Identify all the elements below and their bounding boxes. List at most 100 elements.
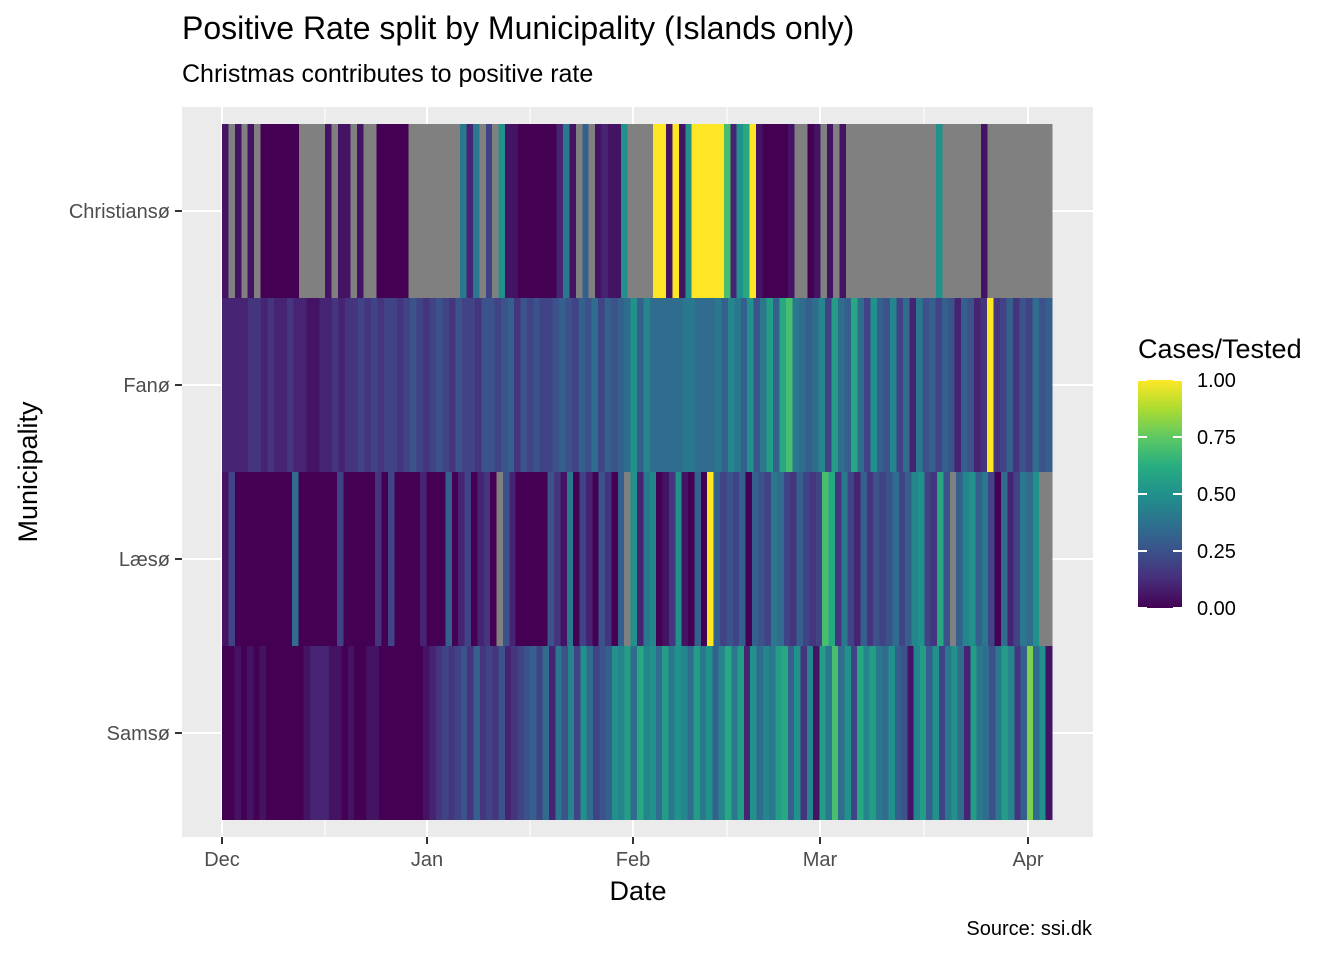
heatmap-tile — [429, 646, 437, 820]
heatmap-tile — [1007, 472, 1015, 646]
heatmap-tile — [325, 298, 333, 472]
heatmap-tile — [485, 124, 493, 298]
heatmap-tile — [322, 646, 330, 820]
heatmap-tile — [222, 298, 230, 472]
heatmap-tile — [688, 298, 696, 472]
heatmap-tile — [375, 472, 383, 646]
heatmap-tile — [515, 472, 523, 646]
heatmap-tile — [574, 646, 582, 820]
heatmap-tile — [726, 472, 734, 646]
heatmap-tile — [385, 646, 393, 820]
heatmap-tile — [517, 124, 525, 298]
heatmap-tile — [494, 298, 502, 472]
heatmap-tile — [526, 298, 534, 472]
heatmap-tile — [402, 124, 410, 298]
heatmap-tile — [279, 472, 287, 646]
heatmap-tile — [335, 646, 343, 820]
heatmap-tile — [486, 646, 493, 820]
heatmap-tile — [764, 472, 772, 646]
heatmap-tile — [682, 298, 690, 472]
heatmap-tile — [460, 646, 468, 820]
heatmap-tile — [247, 472, 255, 646]
heatmap-tile — [608, 124, 616, 298]
heatmap-tile — [388, 472, 395, 646]
heatmap-tile — [721, 298, 729, 472]
heatmap-tile — [280, 298, 288, 472]
heatmap-tile — [857, 646, 864, 820]
heatmap-tile — [481, 298, 489, 472]
heatmap-tile — [669, 298, 677, 472]
heatmap-tile — [592, 646, 600, 820]
heatmap-tile — [273, 298, 281, 472]
heatmap-tile — [330, 472, 338, 646]
heatmap-tile — [870, 298, 878, 472]
heatmap-tile — [234, 298, 243, 472]
heatmap-tile — [351, 298, 359, 472]
heatmap-tile — [781, 646, 789, 820]
heatmap-tile — [834, 472, 842, 646]
heatmap-tile — [945, 646, 952, 820]
heatmap-tile — [896, 298, 904, 472]
legend-title: Cases/Tested — [1138, 334, 1302, 364]
heatmap-tile — [688, 472, 696, 646]
heatmap-tile — [771, 472, 779, 646]
heatmap-tile — [1033, 646, 1041, 820]
heatmap-tile — [598, 472, 606, 646]
heatmap-tile — [860, 472, 868, 646]
heatmap-tile — [468, 298, 476, 472]
heatmap-tile — [477, 472, 485, 646]
heatmap-tile — [694, 472, 702, 646]
heatmap-tile — [332, 298, 340, 472]
heatmap-tile — [916, 124, 924, 298]
heatmap-tile — [451, 472, 459, 646]
heatmap-tile — [539, 298, 547, 472]
heatmap-tile — [941, 298, 949, 472]
heatmap-tile — [701, 298, 709, 472]
heatmap-tile — [649, 298, 658, 472]
heatmap-tile — [923, 124, 931, 298]
heatmap-tile — [410, 298, 418, 472]
heatmap-tile — [762, 646, 770, 820]
heatmap-tile — [464, 472, 472, 646]
heatmap-tile — [630, 472, 638, 646]
heatmap-tile — [573, 472, 581, 646]
heatmap-tile — [366, 646, 374, 820]
heatmap-tile — [902, 298, 910, 472]
heatmap-tile — [585, 472, 593, 646]
legend-tick-label: 0.75 — [1197, 427, 1236, 449]
heatmap-tile — [588, 124, 596, 298]
heatmap-tile — [416, 298, 424, 472]
heatmap-tile — [408, 124, 416, 298]
heatmap-tile — [595, 124, 603, 298]
heatmap-tile — [803, 472, 810, 646]
heatmap-tile — [967, 298, 975, 472]
heatmap-tile — [520, 298, 528, 472]
heatmap-tile — [783, 472, 791, 646]
heatmap-tile — [548, 646, 556, 820]
heatmap-tile — [995, 646, 1003, 820]
heatmap-tile — [974, 124, 982, 298]
x-tick-label: Jan — [411, 849, 443, 871]
heatmap-tile — [894, 646, 902, 820]
heatmap-tile — [222, 472, 229, 646]
heatmap-tile — [522, 472, 530, 646]
heatmap-tile — [788, 124, 796, 298]
heatmap-tile — [253, 472, 261, 646]
heatmap-tile — [292, 472, 300, 646]
heatmap-tile — [800, 646, 808, 820]
heatmap-tile — [727, 298, 735, 472]
heatmap-tile — [1039, 298, 1047, 472]
heatmap-tile — [740, 298, 748, 472]
heatmap-tile — [665, 124, 673, 298]
heatmap-tile — [1000, 472, 1008, 646]
heatmap-tile — [708, 298, 716, 472]
heatmap-tile — [756, 646, 764, 820]
heatmap-tile — [1001, 646, 1009, 820]
heatmap-tile — [624, 646, 632, 820]
heatmap-tile — [970, 646, 978, 820]
heatmap-tile — [284, 646, 292, 820]
heatmap-tile — [779, 298, 787, 472]
heatmap-tile — [969, 472, 976, 646]
heatmap-tile — [989, 646, 997, 820]
